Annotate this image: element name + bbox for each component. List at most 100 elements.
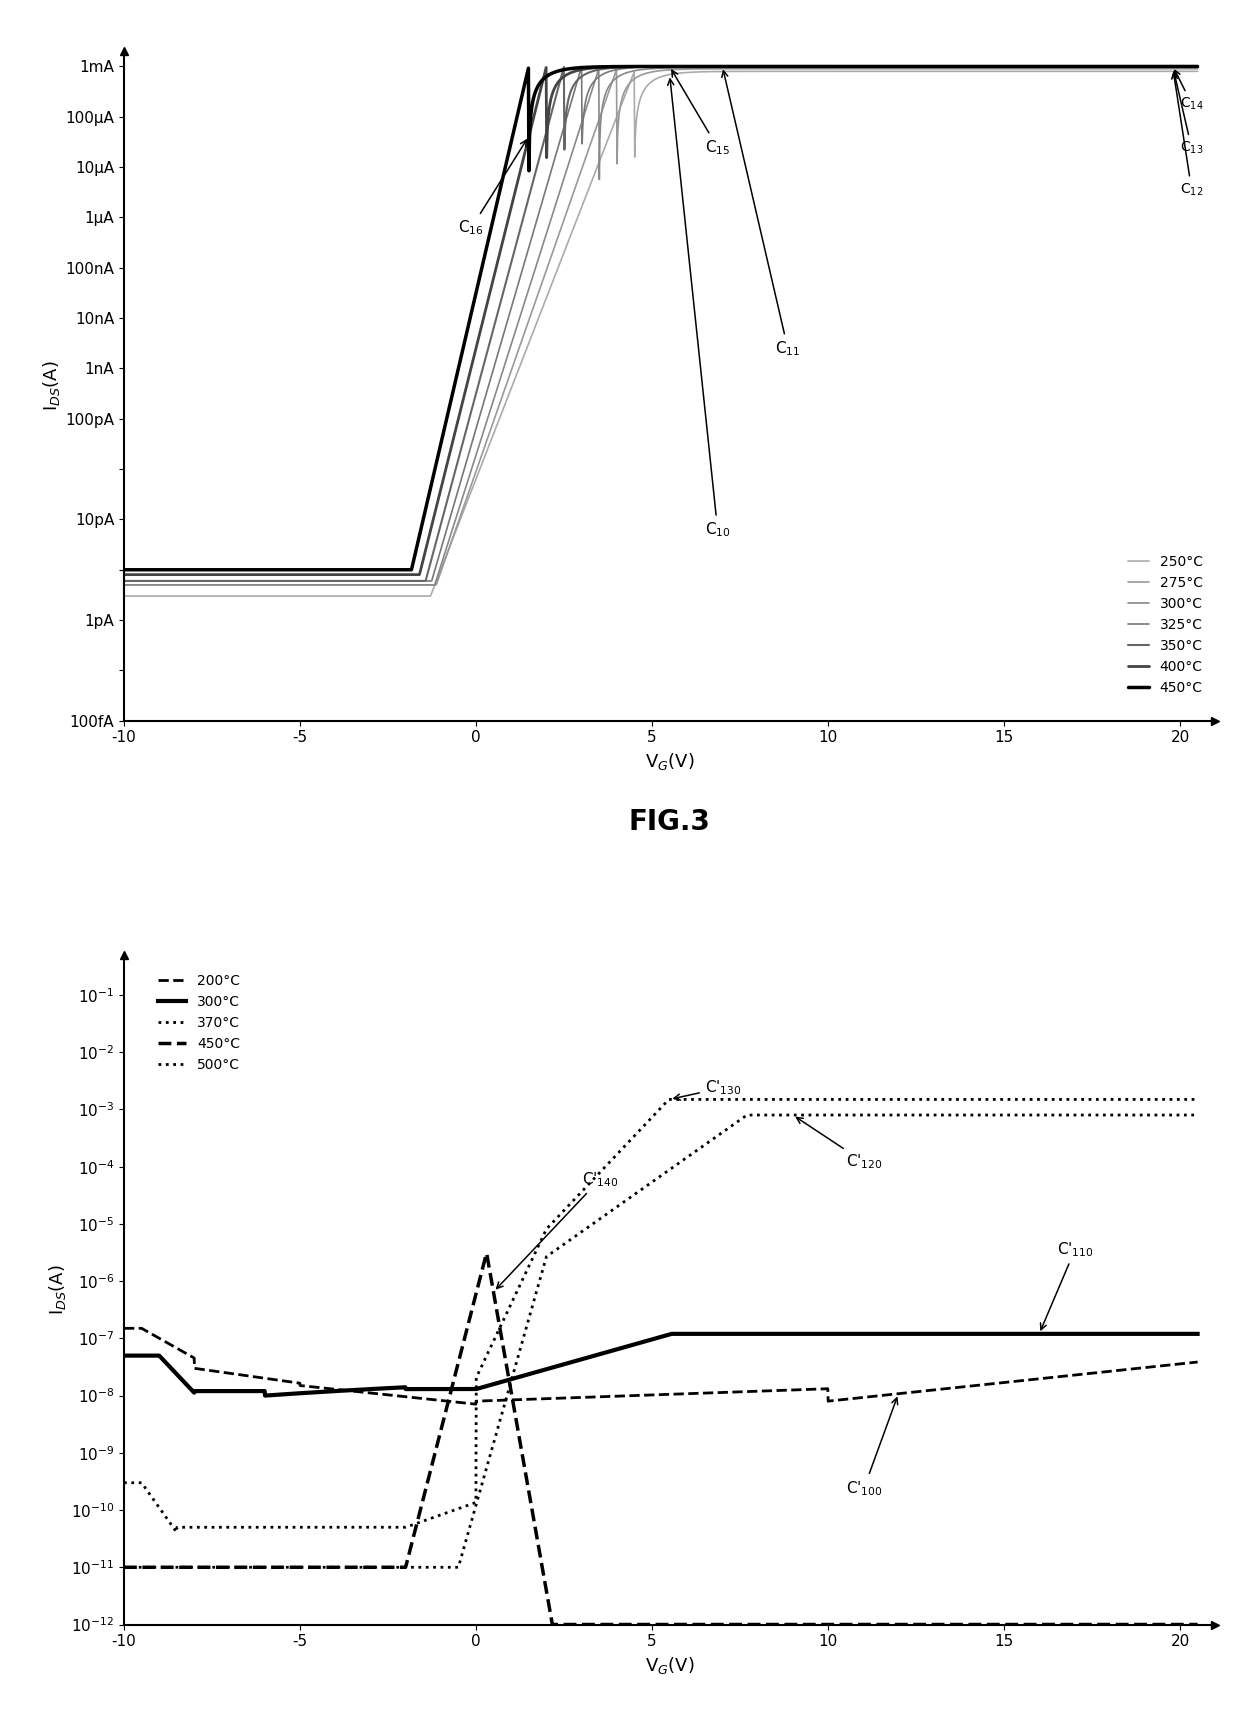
325°C: [171, 571, 186, 592]
450°C: [1180, 56, 1195, 77]
450°C: [575, 1614, 590, 1635]
250°C: [610, 104, 625, 125]
Line: 300°C: 300°C: [124, 1334, 1198, 1395]
350°C: [1159, 56, 1174, 77]
Text: C$_{15}$: C$_{15}$: [672, 70, 730, 157]
Text: C$_{14}$: C$_{14}$: [1176, 70, 1204, 113]
400°C: [1169, 56, 1184, 77]
370°C: [1054, 1089, 1069, 1110]
275°C: [962, 58, 977, 79]
400°C: [639, 56, 653, 77]
325°C: [610, 60, 625, 80]
300°C: [303, 1382, 317, 1402]
Line: 500°C: 500°C: [124, 1115, 1198, 1568]
450°C: [1190, 56, 1205, 77]
300°C: [258, 1385, 273, 1406]
350°C: [117, 571, 131, 592]
325°C: [1159, 56, 1174, 77]
Y-axis label: I$_{DS}$(A): I$_{DS}$(A): [47, 1264, 68, 1315]
450°C: [171, 559, 186, 580]
325°C: [1188, 56, 1203, 77]
450°C: [1190, 1614, 1205, 1635]
Line: 325°C: 325°C: [124, 67, 1198, 581]
300°C: [1190, 1324, 1205, 1344]
275°C: [171, 575, 186, 595]
200°C: [575, 1387, 590, 1407]
450°C: [479, 1243, 494, 1264]
300°C: [962, 58, 977, 79]
400°C: [1158, 56, 1173, 77]
250°C: [1158, 62, 1173, 82]
Text: C$_{10}$: C$_{10}$: [667, 79, 730, 539]
350°C: [610, 56, 625, 77]
370°C: [575, 1180, 590, 1200]
500°C: [239, 1558, 254, 1578]
500°C: [1054, 1105, 1069, 1125]
300°C: [239, 1380, 254, 1400]
Text: C'$_{140}$: C'$_{140}$: [497, 1170, 619, 1289]
Line: 200°C: 200°C: [124, 1329, 1198, 1404]
275°C: [1190, 58, 1205, 79]
350°C: [639, 56, 653, 77]
Text: C$_{16}$: C$_{16}$: [459, 140, 527, 238]
Legend: 200°C, 300°C, 370°C, 450°C, 500°C: 200°C, 300°C, 370°C, 450°C, 500°C: [153, 968, 246, 1077]
450°C: [117, 1558, 131, 1578]
250°C: [1159, 62, 1174, 82]
450°C: [1159, 56, 1174, 77]
325°C: [962, 56, 977, 77]
Line: 370°C: 370°C: [124, 1100, 1198, 1532]
X-axis label: V$_G$(V): V$_G$(V): [645, 1655, 694, 1676]
300°C: [639, 58, 653, 79]
Line: 300°C: 300°C: [124, 68, 1198, 585]
Line: 450°C: 450°C: [124, 1253, 1198, 1624]
Text: C'$_{110}$: C'$_{110}$: [1040, 1240, 1094, 1330]
Legend: 250°C, 275°C, 300°C, 325°C, 350°C, 400°C, 450°C: 250°C, 275°C, 300°C, 325°C, 350°C, 400°C…: [1122, 549, 1208, 701]
300°C: [1158, 58, 1173, 79]
X-axis label: V$_G$(V): V$_G$(V): [645, 751, 694, 771]
Text: C'$_{120}$: C'$_{120}$: [796, 1118, 883, 1171]
Line: 275°C: 275°C: [124, 68, 1198, 585]
Y-axis label: I$_{DS}$(A): I$_{DS}$(A): [41, 361, 62, 412]
370°C: [303, 1517, 317, 1537]
500°C: [1169, 1105, 1184, 1125]
325°C: [117, 571, 131, 592]
250°C: [962, 62, 977, 82]
400°C: [962, 56, 977, 77]
450°C: [117, 559, 131, 580]
500°C: [303, 1558, 317, 1578]
275°C: [1158, 58, 1173, 79]
400°C: [610, 56, 625, 77]
400°C: [1190, 56, 1205, 77]
250°C: [639, 77, 653, 97]
370°C: [528, 1241, 543, 1262]
300°C: [117, 575, 131, 595]
200°C: [1190, 1351, 1205, 1371]
200°C: [469, 1394, 484, 1414]
250°C: [1190, 62, 1205, 82]
Line: 250°C: 250°C: [124, 72, 1198, 597]
450°C: [1054, 1614, 1069, 1635]
200°C: [117, 1318, 131, 1339]
200°C: [1054, 1366, 1069, 1387]
250°C: [171, 587, 186, 607]
300°C: [528, 1361, 543, 1382]
370°C: [117, 1472, 131, 1493]
450°C: [303, 1558, 317, 1578]
350°C: [1188, 56, 1203, 77]
500°C: [575, 1221, 590, 1241]
450°C: [546, 1614, 560, 1635]
370°C: [169, 1522, 184, 1542]
325°C: [1190, 56, 1205, 77]
450°C: [1169, 1614, 1184, 1635]
325°C: [639, 56, 653, 77]
450°C: [239, 1558, 254, 1578]
300°C: [117, 1346, 131, 1366]
500°C: [1190, 1105, 1205, 1125]
250°C: [117, 587, 131, 607]
300°C: [171, 575, 186, 595]
300°C: [1190, 58, 1205, 79]
350°C: [962, 56, 977, 77]
400°C: [1159, 56, 1174, 77]
200°C: [1169, 1354, 1184, 1375]
500°C: [740, 1105, 755, 1125]
